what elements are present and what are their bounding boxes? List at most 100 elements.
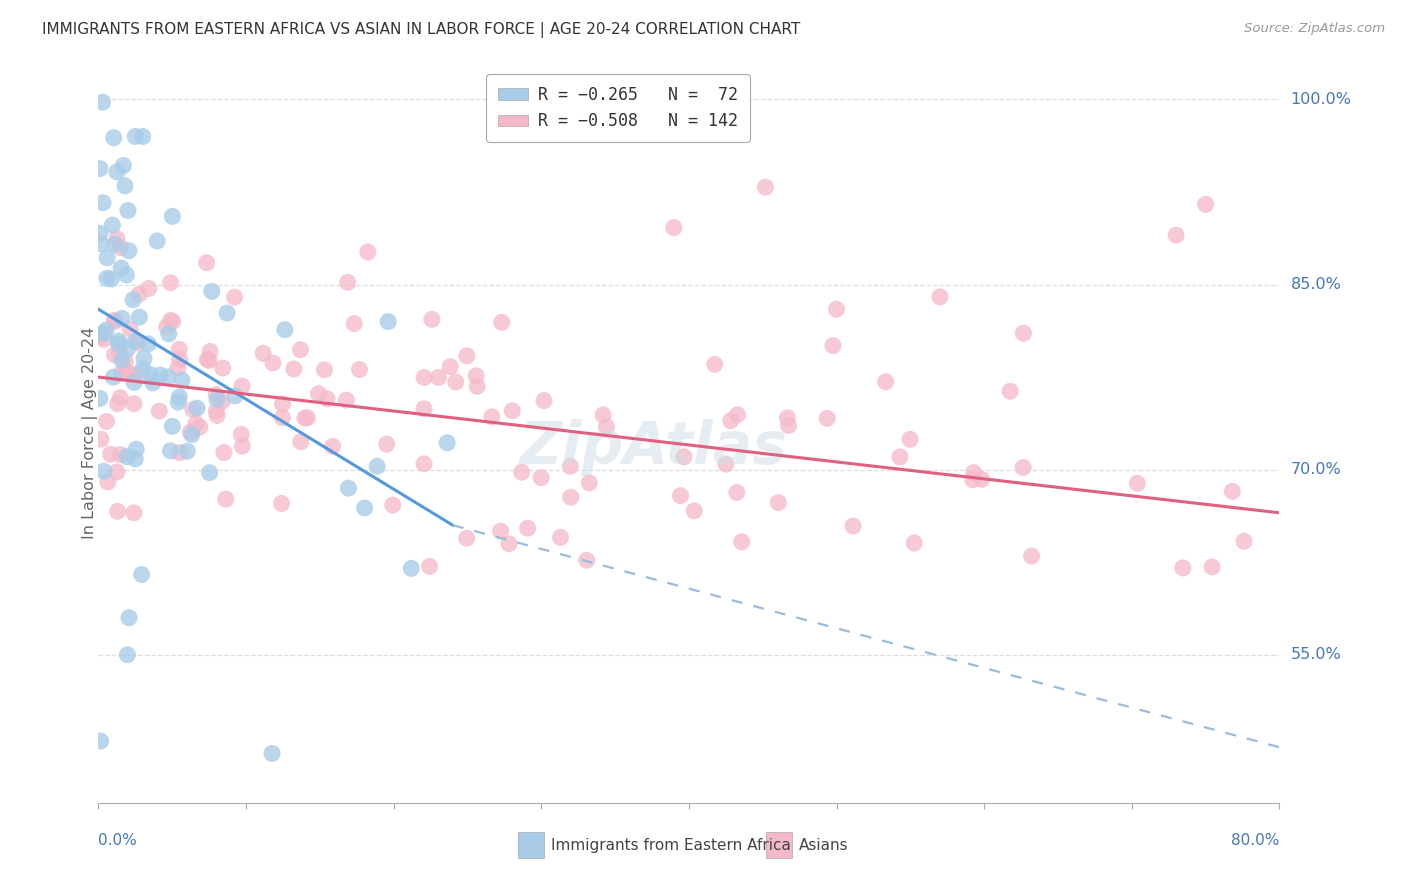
Point: [375, 437, 398, 451]
Point: [343, 317, 366, 331]
Point: [776, 410, 799, 425]
Point: [89, 161, 111, 176]
Point: [427, 370, 450, 384]
Point: [456, 531, 478, 545]
Point: [132, 361, 155, 376]
Point: [107, 337, 129, 351]
Point: [157, 326, 180, 341]
Point: [963, 466, 986, 480]
Point: [530, 471, 553, 485]
Point: [169, 445, 191, 459]
Point: [294, 411, 316, 425]
Point: [413, 457, 436, 471]
Point: [127, 335, 149, 350]
Point: [127, 368, 149, 382]
Point: [575, 553, 598, 567]
Point: [103, 130, 125, 145]
Point: [205, 409, 228, 423]
Point: [725, 485, 748, 500]
Point: [138, 337, 160, 351]
Point: [768, 495, 790, 509]
Point: [114, 178, 136, 193]
Point: [103, 370, 125, 384]
Point: [156, 320, 179, 334]
Point: [122, 397, 145, 411]
Point: [114, 354, 136, 368]
Legend: R = −0.265   N =  72, R = −0.508   N = 142: R = −0.265 N = 72, R = −0.508 N = 142: [486, 74, 749, 142]
Point: [1220, 484, 1243, 499]
Point: [439, 359, 461, 374]
Point: [110, 260, 132, 275]
Point: [128, 310, 150, 325]
Point: [131, 567, 153, 582]
Point: [262, 356, 284, 370]
Point: [162, 210, 184, 224]
Point: [998, 384, 1021, 399]
Point: [162, 315, 184, 329]
Point: [578, 475, 600, 490]
Point: [224, 389, 246, 403]
Point: [169, 390, 191, 404]
Text: 100.0%: 100.0%: [1291, 92, 1351, 107]
Point: [111, 353, 134, 368]
Point: [322, 439, 344, 453]
Point: [815, 411, 838, 425]
Text: 80.0%: 80.0%: [1232, 833, 1279, 848]
Point: [1195, 197, 1218, 211]
Point: [205, 387, 228, 401]
Point: [167, 343, 190, 357]
Point: [169, 352, 191, 367]
Point: [128, 287, 150, 301]
Point: [274, 323, 297, 337]
Point: [270, 496, 292, 510]
Point: [103, 348, 125, 362]
Point: [821, 338, 844, 352]
Point: [104, 314, 127, 328]
Point: [146, 234, 169, 248]
Point: [156, 369, 179, 384]
Point: [142, 376, 165, 390]
Point: [283, 362, 305, 376]
Point: [498, 537, 520, 551]
Point: [122, 506, 145, 520]
Point: [357, 244, 380, 259]
Point: [112, 158, 135, 172]
Point: [198, 466, 221, 480]
Point: [198, 353, 221, 368]
Point: [96, 323, 118, 337]
Point: [260, 747, 283, 761]
Point: [290, 434, 312, 449]
Point: [231, 439, 253, 453]
Point: [117, 648, 139, 662]
Point: [195, 256, 218, 270]
Point: [212, 445, 235, 459]
Point: [727, 408, 749, 422]
Point: [103, 313, 125, 327]
Point: [353, 500, 375, 515]
Point: [117, 203, 139, 218]
Point: [1166, 228, 1188, 243]
Point: [349, 362, 371, 376]
Point: [211, 361, 233, 376]
FancyBboxPatch shape: [766, 832, 792, 858]
Point: [381, 498, 404, 512]
Point: [205, 392, 228, 407]
Point: [377, 315, 399, 329]
Point: [132, 129, 155, 144]
Point: [316, 392, 339, 406]
Point: [195, 352, 218, 367]
Point: [96, 251, 118, 265]
Point: [401, 561, 423, 575]
Point: [842, 519, 865, 533]
Point: [89, 227, 111, 241]
Point: [118, 610, 141, 624]
Point: [533, 393, 555, 408]
Point: [105, 465, 128, 479]
Point: [124, 334, 146, 349]
Point: [903, 536, 925, 550]
Point: [159, 313, 181, 327]
Point: [875, 375, 897, 389]
Point: [271, 397, 294, 411]
Point: [413, 401, 436, 416]
Point: [224, 290, 246, 304]
